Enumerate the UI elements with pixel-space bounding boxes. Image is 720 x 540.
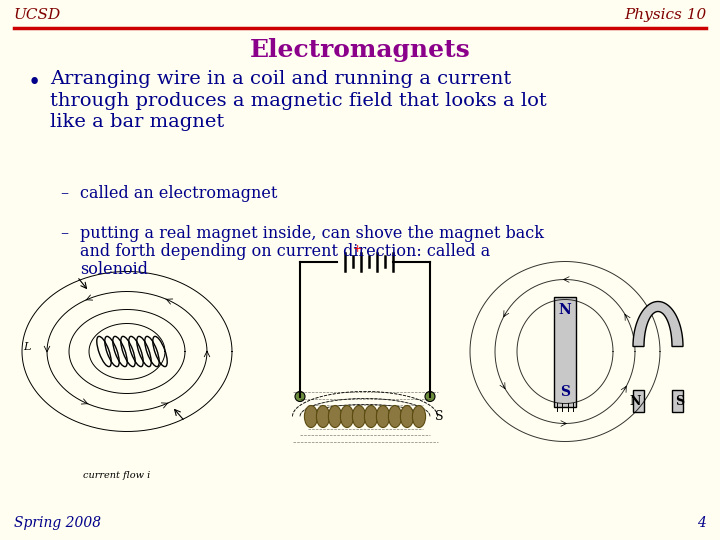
Ellipse shape [364, 406, 377, 428]
Text: like a bar magnet: like a bar magnet [50, 113, 224, 131]
Text: 4: 4 [697, 516, 706, 530]
Text: called an electromagnet: called an electromagnet [80, 185, 277, 202]
Text: –: – [60, 185, 68, 202]
Ellipse shape [377, 406, 390, 428]
Text: N: N [559, 303, 572, 318]
Ellipse shape [388, 406, 402, 428]
Text: S: S [560, 386, 570, 400]
Text: Electromagnets: Electromagnets [250, 38, 470, 62]
Ellipse shape [316, 406, 330, 428]
Ellipse shape [400, 406, 413, 428]
Ellipse shape [413, 406, 426, 428]
Text: •: • [28, 72, 41, 94]
Text: current flow i: current flow i [84, 471, 150, 480]
Text: –: – [60, 225, 68, 242]
Text: Arranging wire in a coil and running a current: Arranging wire in a coil and running a c… [50, 70, 511, 88]
Text: Spring 2008: Spring 2008 [14, 516, 101, 530]
Bar [672, 389, 683, 411]
Circle shape [425, 392, 435, 402]
Text: solenoid: solenoid [80, 261, 148, 278]
Text: N: N [629, 395, 641, 408]
Text: S: S [435, 410, 444, 423]
Text: through produces a magnetic field that looks a lot: through produces a magnetic field that l… [50, 92, 546, 110]
Ellipse shape [352, 406, 366, 428]
Circle shape [295, 392, 305, 402]
Text: and forth depending on current direction: called a: and forth depending on current direction… [80, 243, 490, 260]
Bar [633, 389, 644, 411]
Text: L: L [23, 341, 31, 352]
Ellipse shape [305, 406, 318, 428]
Ellipse shape [328, 406, 341, 428]
Text: putting a real magnet inside, can shove the magnet back: putting a real magnet inside, can shove … [80, 225, 544, 242]
Text: UCSD: UCSD [14, 8, 61, 22]
Text: S: S [675, 395, 684, 408]
Ellipse shape [341, 406, 354, 428]
Polygon shape [633, 301, 683, 347]
Text: +: + [352, 245, 361, 254]
Bar [554, 296, 576, 407]
Text: Physics 10: Physics 10 [624, 8, 706, 22]
